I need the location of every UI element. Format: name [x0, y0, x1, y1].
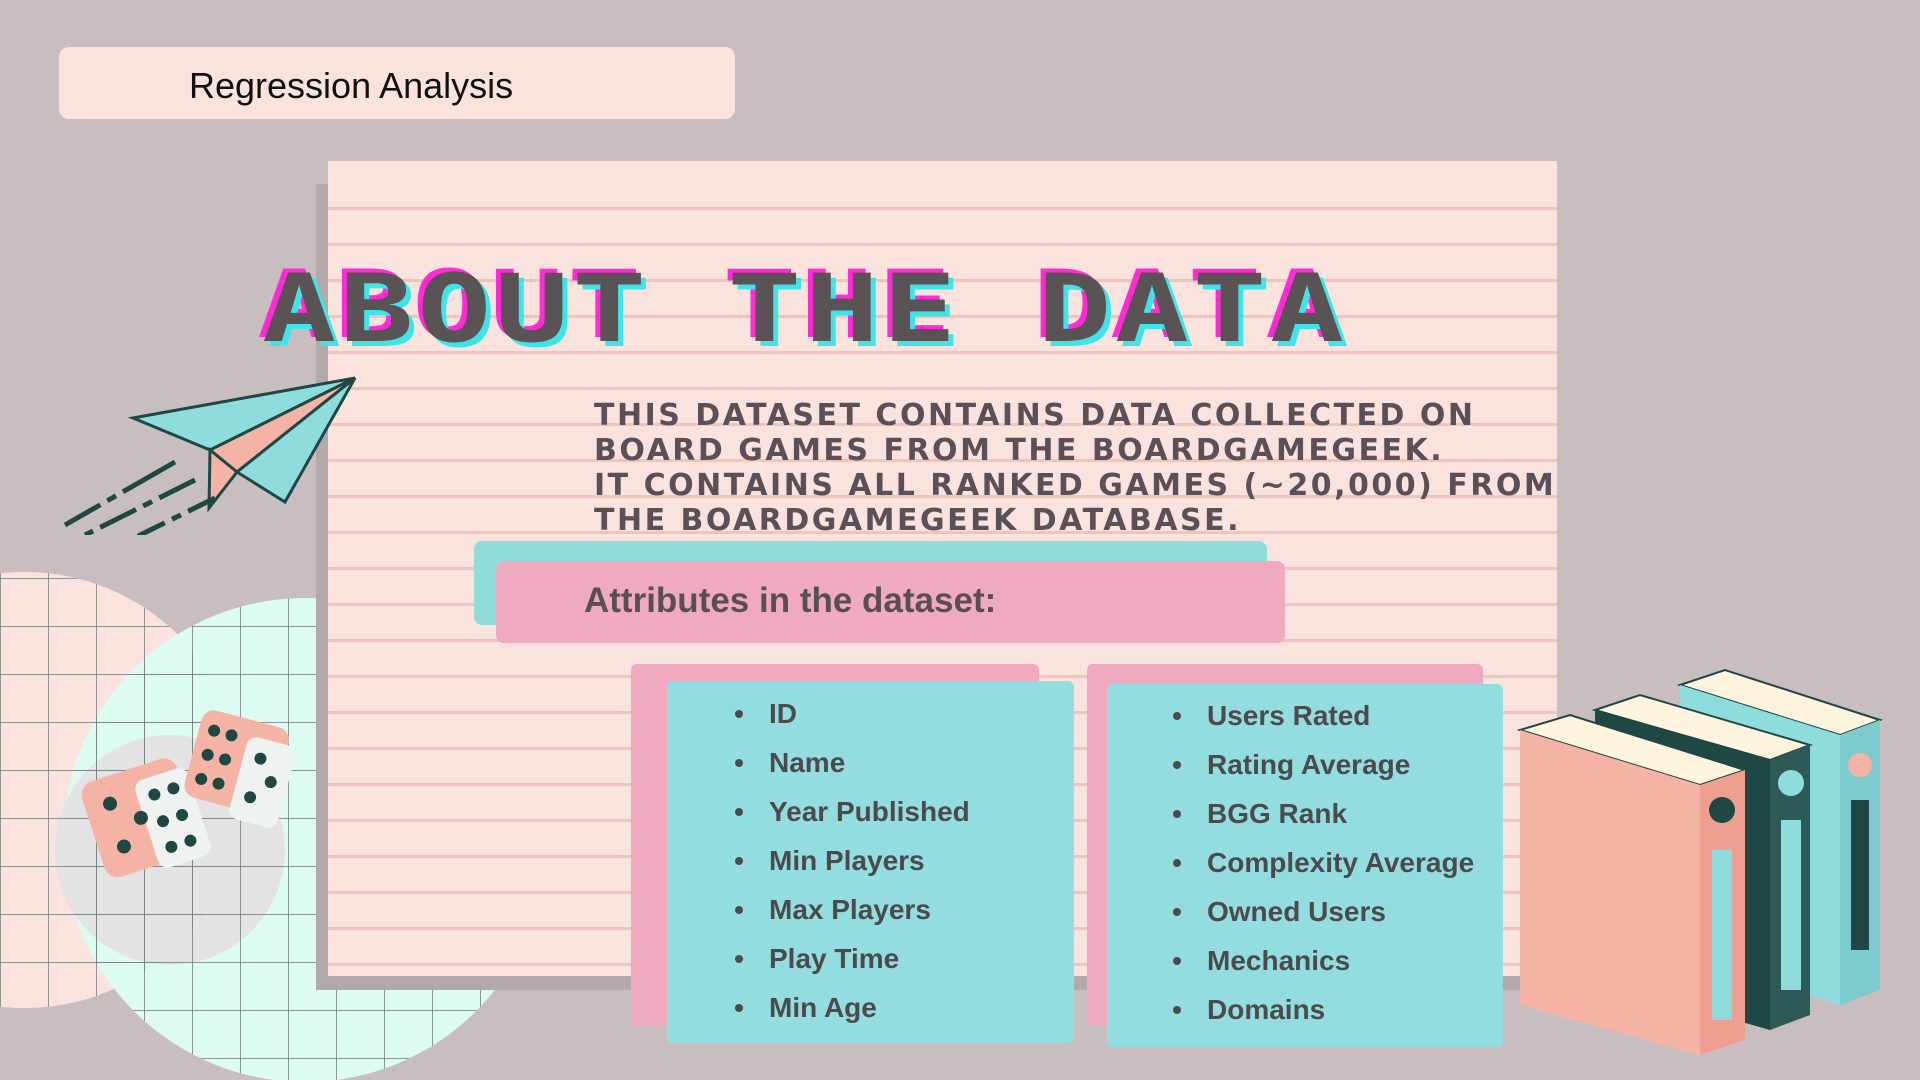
- list-item: Year Published: [729, 787, 970, 836]
- list-item: Complexity Average: [1167, 838, 1474, 887]
- list-item: Name: [729, 738, 970, 787]
- list-item: Play Time: [729, 934, 970, 983]
- title-shadow-magenta: ABOUT THE DATA: [257, 250, 1343, 360]
- list-item: Rating Average: [1167, 740, 1474, 789]
- paper-plane-icon: [63, 376, 357, 535]
- attributes-banner: Attributes in the dataset:: [496, 561, 1285, 643]
- list-item: Min Players: [729, 836, 970, 885]
- list-item: Min Age: [729, 983, 970, 1032]
- description-line: It contains all ranked games (~20,000) f…: [594, 468, 1557, 503]
- description-line: board games from the BoardGameGeek.: [594, 433, 1445, 468]
- attributes-right-box: Users Rated Rating Average BGG Rank Comp…: [1107, 684, 1503, 1047]
- books-icon: [1516, 668, 1884, 1055]
- attributes-left-box: ID Name Year Published Min Players Max P…: [667, 681, 1074, 1043]
- list-item: BGG Rank: [1167, 789, 1474, 838]
- description-line: This dataset contains data collected on: [594, 398, 1476, 433]
- title-shadow-cyan: ABOUT THE DATA: [267, 259, 1353, 369]
- page-title: ABOUT THE DATA ABOUT THE DATA ABOUT THE …: [257, 254, 1502, 372]
- title-text: ABOUT THE DATA: [262, 254, 1348, 364]
- header-label: Regression Analysis: [189, 65, 514, 106]
- list-item: Owned Users: [1167, 887, 1474, 936]
- header-pill: Regression Analysis: [59, 47, 735, 119]
- list-item: Mechanics: [1167, 936, 1474, 985]
- list-item: Max Players: [729, 885, 970, 934]
- description: This dataset contains data collected on …: [594, 398, 1557, 538]
- attributes-left-list: ID Name Year Published Min Players Max P…: [729, 689, 970, 1032]
- list-item: Users Rated: [1167, 691, 1474, 740]
- description-line: the BoardGameGeek database.: [594, 503, 1242, 538]
- dice-icon: [81, 710, 296, 878]
- attributes-heading: Attributes in the dataset:: [584, 581, 997, 620]
- attributes-right-list: Users Rated Rating Average BGG Rank Comp…: [1167, 691, 1474, 1034]
- list-item: ID: [729, 689, 970, 738]
- list-item: Domains: [1167, 985, 1474, 1034]
